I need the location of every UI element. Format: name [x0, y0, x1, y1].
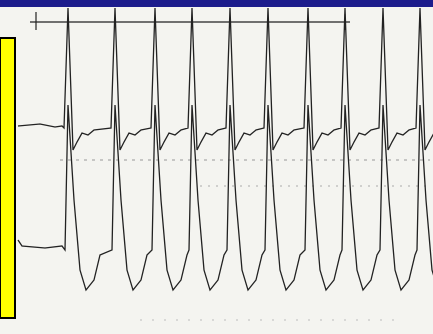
page: (() => { const beats = [68, 115, 155, 19…	[0, 0, 433, 334]
ecg-image	[0, 0, 433, 334]
side-bar	[0, 38, 15, 318]
paper	[0, 7, 433, 334]
